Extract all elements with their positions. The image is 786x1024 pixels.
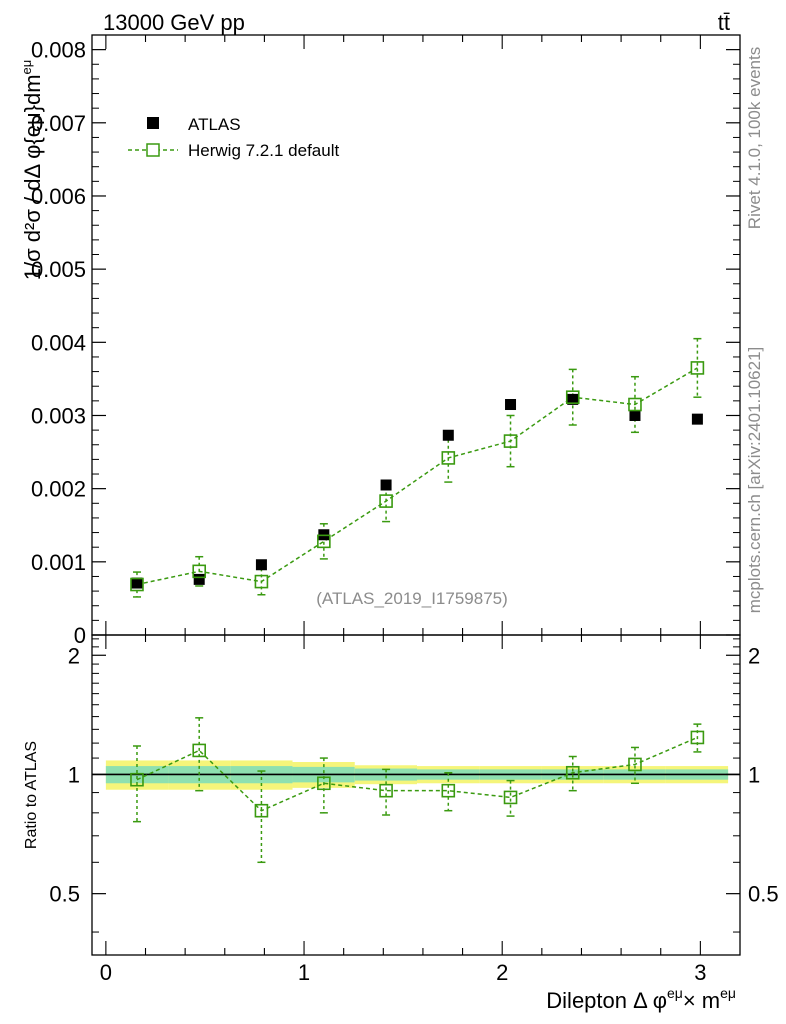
ratio-point xyxy=(254,803,269,818)
herwig-point xyxy=(379,494,393,508)
x-tick-label: 3 xyxy=(694,960,706,985)
legend-atlas-marker xyxy=(147,117,159,129)
main-ylabel-sup: eμ xyxy=(19,60,34,75)
atlas-point xyxy=(193,573,205,585)
atlas-point xyxy=(131,577,143,589)
legend-herwig-marker xyxy=(146,143,160,157)
ratio-herwig-line xyxy=(136,736,698,812)
ratio-panel: 0.5 0.5 1 1 2 2 0 1 2 3 Ratio to ATLAS Dilepton Δ… xyxy=(23,634,779,1013)
x-axis-label-sup2: eμ xyxy=(720,985,736,1001)
ratio-point xyxy=(628,757,642,772)
herwig-point xyxy=(192,564,207,579)
rivet-version: Rivet 4.1.0, 100k events xyxy=(745,47,764,229)
y-tick-label: 0.002 xyxy=(31,477,86,502)
ratio-y-tick-label-right: 1 xyxy=(748,762,760,787)
herwig-point xyxy=(441,451,456,465)
x-tick-label: 0 xyxy=(100,960,112,985)
x-axis-label-main: Dilepton Δ φ xyxy=(546,988,667,1013)
header-right: tt̄ xyxy=(718,10,730,35)
ratio-series xyxy=(130,717,705,864)
herwig-line xyxy=(136,367,698,586)
ratio-ylabel: Ratio to ATLAS xyxy=(23,741,40,849)
watermark: (ATLAS_2019_I1759875) xyxy=(316,589,508,608)
main-panel: (ATLAS_2019_I1759875) 0 0.001 0.002 0.003 0.… xyxy=(19,34,741,648)
legend-herwig-label: Herwig 7.2.1 default xyxy=(188,141,339,160)
main-ylabel-text: 1/σ d²σ / dΔ φ{eμ}dm xyxy=(20,74,45,280)
atlas-point xyxy=(255,559,267,571)
herwig-point xyxy=(503,434,518,448)
mcplots-credit: mcplots.cern.ch [arXiv:2401.10621] xyxy=(745,347,764,613)
herwig-point xyxy=(130,577,144,592)
x-axis-label-mid: × m xyxy=(683,988,720,1013)
ratio-point xyxy=(130,772,144,787)
x-axis-label-sup1: eμ xyxy=(667,985,683,1001)
x-tick-label: 2 xyxy=(496,960,508,985)
ratio-y-tick-label: 0.5 xyxy=(49,882,80,907)
ratio-band xyxy=(92,760,740,790)
y-tick-label: 0.007 xyxy=(31,111,86,136)
atlas-point xyxy=(629,409,641,421)
herwig-point xyxy=(254,574,269,589)
y-tick-label: 0.005 xyxy=(31,257,86,282)
ratio-point xyxy=(317,776,331,791)
main-axes: 0 0.001 0.002 0.003 0.004 0.005 0.006 0.007 0.00… xyxy=(31,35,740,648)
atlas-point xyxy=(380,479,392,491)
ratio-point xyxy=(192,743,207,758)
ratio-y-tick-label-right: 2 xyxy=(748,643,760,668)
ratio-point xyxy=(690,730,705,745)
ratio-axes: 0.5 0.5 1 1 2 2 0 1 2 3 xyxy=(49,635,779,985)
atlas-point xyxy=(442,429,454,441)
header-left: 13000 GeV pp xyxy=(103,10,245,35)
legend-atlas-label: ATLAS xyxy=(188,115,241,134)
y-tick-label: 0.001 xyxy=(31,550,86,575)
atlas-point xyxy=(691,413,703,425)
ratio-point xyxy=(565,765,580,780)
ratio-y-tick-label: 2 xyxy=(68,643,80,668)
ratio-y-tick-label: 1 xyxy=(68,762,80,787)
y-tick-label: 0.004 xyxy=(31,330,86,355)
y-tick-label: 0 xyxy=(74,623,86,648)
atlas-point xyxy=(505,399,517,411)
herwig-point xyxy=(317,534,331,549)
ratio-point xyxy=(503,790,518,805)
ratio-point xyxy=(441,783,456,798)
y-tick-label: 0.003 xyxy=(31,403,86,428)
y-tick-label: 0.006 xyxy=(31,184,86,209)
ratio-point xyxy=(379,783,393,798)
main-ylabel: 1/σ d²σ / dΔ φ{eμ}dmeμ xyxy=(19,60,45,281)
atlas-point xyxy=(567,393,579,405)
x-tick-label: 1 xyxy=(298,960,310,985)
x-axis-label: Dilepton Δ φeμ× meμ xyxy=(546,985,736,1013)
ratio-y-tick-label-right: 0.5 xyxy=(748,882,779,907)
herwig-point xyxy=(690,361,705,375)
herwig-point xyxy=(628,397,642,412)
main-series xyxy=(130,337,705,598)
ratio-frame xyxy=(91,634,741,956)
y-tick-label: 0.008 xyxy=(31,38,86,63)
herwig-point xyxy=(565,390,580,404)
legend: ATLAS Herwig 7.2.1 default xyxy=(128,115,339,160)
